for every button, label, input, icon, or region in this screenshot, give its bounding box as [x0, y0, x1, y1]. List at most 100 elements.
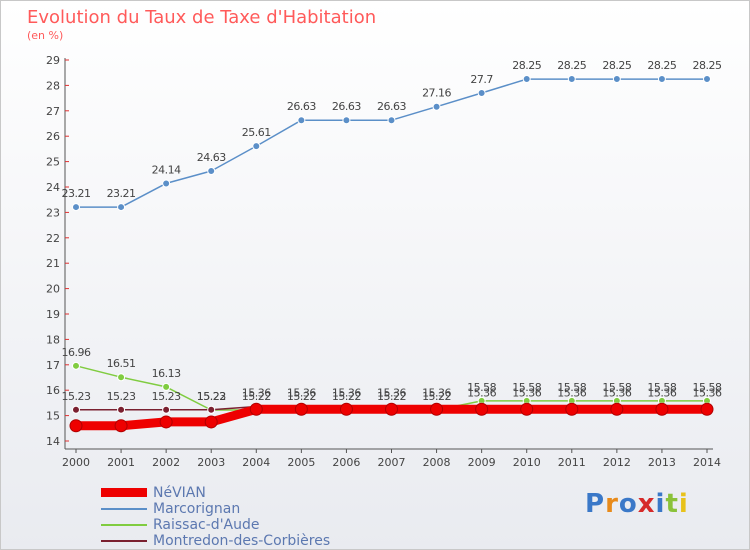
y-tick-label-23: 23 [46, 206, 60, 219]
data-label-raissac-d-aude-2013: 15.58 [647, 381, 676, 394]
y-tick-label-29: 29 [46, 54, 60, 67]
data-label-raissac-d-aude-2014: 15.58 [693, 381, 722, 394]
data-label-marcorignan-2010: 28.25 [512, 59, 541, 72]
x-tick-label-2000: 2000 [62, 456, 90, 469]
x-tick-label-2001: 2001 [107, 456, 135, 469]
y-tick-label-22: 22 [46, 232, 60, 245]
x-tick-label-2010: 2010 [513, 456, 541, 469]
legend-swatch-montredon [101, 540, 147, 542]
data-label-montredon-des-corbi-res-2004: 15.36 [242, 386, 271, 399]
data-point-n-vian-2005 [294, 402, 308, 416]
data-label-montredon-des-corbi-res-2008: 15.36 [422, 386, 451, 399]
data-point-n-vian-2000 [69, 419, 83, 433]
data-label-marcorignan-2012: 28.25 [602, 59, 631, 72]
data-point-marcorignan-2008 [432, 102, 441, 111]
data-point-marcorignan-2013 [657, 75, 666, 84]
data-point-n-vian-2007 [385, 402, 398, 416]
data-label-raissac-d-aude-2006: 15.22 [332, 390, 361, 403]
data-point-marcorignan-2002 [162, 179, 171, 188]
chart-title: Evolution du Taux de Taxe d'Habitation [27, 7, 377, 28]
y-tick-label-28: 28 [46, 79, 60, 92]
legend-label-montredon: Montredon-des-Corbières [153, 533, 331, 549]
y-unit-label: (en %) [27, 29, 64, 42]
data-label-montredon-des-corbi-res-2007: 15.36 [377, 386, 406, 399]
x-tick-label-2004: 2004 [242, 456, 270, 469]
data-point-marcorignan-2012 [612, 75, 621, 84]
data-point-montredon-des-corbi-res-2000 [72, 405, 80, 414]
data-label-marcorignan-2000: 23.21 [62, 187, 91, 200]
data-label-montredon-des-corbi-res-2009: 15.36 [467, 386, 496, 399]
data-label-montredon-des-corbi-res-2012: 15.36 [602, 386, 631, 399]
x-tick-label-2005: 2005 [287, 456, 315, 469]
y-tick-label-25: 25 [46, 156, 60, 169]
data-point-montredon-des-corbi-res-2002 [162, 405, 171, 414]
x-tick-label-2013: 2013 [648, 456, 676, 469]
data-label-raissac-d-aude-2003: 15.22 [197, 390, 226, 403]
data-label-raissac-d-aude-2001: 16.51 [107, 357, 136, 370]
data-point-n-vian-2011 [565, 402, 579, 416]
y-tick-label-19: 19 [46, 308, 60, 321]
data-label-montredon-des-corbi-res-2001: 15.23 [107, 390, 136, 403]
data-label-montredon-des-corbi-res-2002: 15.23 [152, 390, 181, 403]
x-tick-label-2012: 2012 [603, 456, 631, 469]
data-label-raissac-d-aude-2008: 15.22 [422, 390, 451, 403]
y-tick-label-14: 14 [46, 435, 60, 448]
data-point-marcorignan-2010 [522, 75, 531, 84]
data-point-marcorignan-2003 [207, 166, 216, 175]
y-tick-label-21: 21 [46, 257, 60, 270]
x-tick-label-2002: 2002 [152, 456, 180, 469]
data-label-marcorignan-2014: 28.25 [693, 59, 722, 72]
data-label-marcorignan-2003: 24.63 [197, 151, 226, 164]
data-point-montredon-des-corbi-res-2003 [207, 405, 216, 414]
data-point-n-vian-2003 [204, 415, 218, 429]
legend-swatch-marcorignan [101, 508, 147, 510]
data-point-marcorignan-2006 [342, 116, 351, 125]
data-label-marcorignan-2009: 27.7 [470, 73, 493, 86]
x-tick-label-2007: 2007 [378, 456, 406, 469]
legend-label-nevian: NéVIAN [153, 485, 206, 501]
y-tick-label-24: 24 [46, 181, 60, 194]
data-point-n-vian-2010 [520, 402, 534, 416]
data-point-raissac-d-aude-2002 [162, 382, 171, 391]
data-label-montredon-des-corbi-res-2003: 15.23 [197, 390, 226, 403]
x-tick-label-2014: 2014 [693, 456, 721, 469]
data-label-marcorignan-2007: 26.63 [377, 100, 406, 113]
data-label-marcorignan-2004: 25.61 [242, 126, 271, 139]
data-point-n-vian-2002 [159, 415, 173, 429]
data-label-raissac-d-aude-2004: 15.22 [242, 390, 271, 403]
data-label-raissac-d-aude-2000: 16.96 [62, 346, 91, 359]
data-point-n-vian-2013 [655, 402, 669, 416]
y-tick-label-27: 27 [46, 105, 60, 118]
series-line-marcorignan [75, 78, 708, 208]
x-tick-label-2011: 2011 [558, 456, 586, 469]
data-point-marcorignan-2014 [703, 75, 711, 84]
x-tick-label-2003: 2003 [197, 456, 225, 469]
y-tick-label-20: 20 [46, 283, 60, 296]
data-label-marcorignan-2001: 23.21 [107, 187, 136, 200]
y-tick-label-15: 15 [46, 410, 60, 423]
data-label-marcorignan-2008: 27.16 [422, 87, 451, 100]
data-label-raissac-d-aude-2007: 15.22 [377, 390, 406, 403]
data-label-montredon-des-corbi-res-2005: 15.36 [287, 386, 316, 399]
data-point-marcorignan-2004 [252, 142, 261, 151]
data-label-marcorignan-2005: 26.63 [287, 100, 316, 113]
data-point-marcorignan-2001 [117, 203, 126, 212]
data-label-raissac-d-aude-2010: 15.58 [512, 381, 541, 394]
data-point-n-vian-2012 [610, 402, 624, 416]
data-label-raissac-d-aude-2012: 15.58 [602, 381, 631, 394]
data-label-marcorignan-2011: 28.25 [557, 59, 586, 72]
legend-swatch-raissac [101, 524, 147, 526]
data-point-marcorignan-2007 [387, 116, 396, 125]
legend-swatch-nevian [101, 488, 147, 497]
x-tick-label-2008: 2008 [423, 456, 451, 469]
data-point-n-vian-2014 [700, 402, 714, 416]
data-label-marcorignan-2002: 24.14 [152, 163, 181, 176]
x-tick-label-2006: 2006 [332, 456, 360, 469]
y-tick-label-17: 17 [46, 359, 60, 372]
y-tick-label-16: 16 [46, 384, 60, 397]
data-point-n-vian-2006 [339, 402, 353, 416]
data-point-marcorignan-2000 [72, 203, 80, 212]
data-label-raissac-d-aude-2011: 15.58 [557, 381, 586, 394]
